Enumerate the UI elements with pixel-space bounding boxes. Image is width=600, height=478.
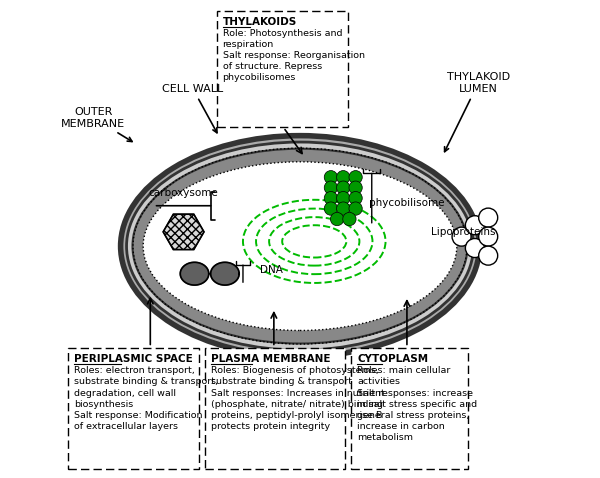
Circle shape <box>479 246 497 265</box>
Circle shape <box>337 192 350 205</box>
Circle shape <box>349 181 362 195</box>
Circle shape <box>324 171 338 184</box>
Circle shape <box>349 202 362 215</box>
Circle shape <box>479 208 497 227</box>
Circle shape <box>479 227 497 246</box>
Polygon shape <box>180 262 209 285</box>
Circle shape <box>324 202 338 215</box>
Text: THYLAKOIDS: THYLAKOIDS <box>223 17 297 27</box>
Circle shape <box>331 212 344 226</box>
Circle shape <box>337 181 350 195</box>
Ellipse shape <box>143 162 457 330</box>
FancyBboxPatch shape <box>68 348 199 469</box>
Text: carboxysome: carboxysome <box>149 188 218 198</box>
Text: Roles: Biogenesis of photosystems,
substrate binding & transport
Salt responses:: Roles: Biogenesis of photosystems, subst… <box>211 366 385 431</box>
FancyBboxPatch shape <box>352 348 468 469</box>
Circle shape <box>452 227 471 246</box>
Circle shape <box>349 192 362 205</box>
Text: THYLAKOID
LUMEN: THYLAKOID LUMEN <box>445 73 510 152</box>
Text: Lipoproteins: Lipoproteins <box>431 227 495 237</box>
Ellipse shape <box>133 149 467 344</box>
Text: CYTOPLASM: CYTOPLASM <box>357 354 428 364</box>
Text: CELL WALL: CELL WALL <box>163 84 224 133</box>
Circle shape <box>466 239 484 258</box>
Text: PERIPLASMIC SPACE: PERIPLASMIC SPACE <box>74 354 193 364</box>
Text: phycobilisome: phycobilisome <box>369 198 445 208</box>
FancyBboxPatch shape <box>205 348 345 469</box>
Text: OUTER
MEMBRANE: OUTER MEMBRANE <box>61 107 132 141</box>
Text: DNA: DNA <box>260 265 283 275</box>
Circle shape <box>324 192 338 205</box>
Text: PLASMA MEMBRANE: PLASMA MEMBRANE <box>211 354 330 364</box>
Text: Roles: electron transport,
substrate binding & transport,
degradation, cell wall: Roles: electron transport, substrate bin… <box>74 366 218 431</box>
Ellipse shape <box>121 136 479 357</box>
Circle shape <box>337 171 350 184</box>
Circle shape <box>343 212 356 226</box>
Circle shape <box>466 216 484 235</box>
Ellipse shape <box>133 149 467 344</box>
Circle shape <box>337 202 350 215</box>
Circle shape <box>324 181 338 195</box>
Text: Role: Photosynthesis and
respiration
Salt response: Reorganisation
of structure.: Role: Photosynthesis and respiration Sal… <box>223 29 365 82</box>
Polygon shape <box>211 262 239 285</box>
Circle shape <box>349 171 362 184</box>
FancyBboxPatch shape <box>217 11 347 127</box>
Text: Roles: main cellular
activities
Salt responses: increase
in salt stress specific: Roles: main cellular activities Salt res… <box>357 366 477 442</box>
Ellipse shape <box>127 142 473 350</box>
